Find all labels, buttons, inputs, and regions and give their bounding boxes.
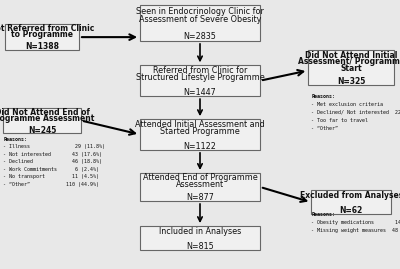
Text: Started Programme: Started Programme [160,127,240,136]
Text: Referred from Clinic for: Referred from Clinic for [153,66,247,75]
Text: - “Other”            110 (44.9%): - “Other” 110 (44.9%) [3,182,99,187]
Text: - Not interested       43 (17.6%): - Not interested 43 (17.6%) [3,152,102,157]
FancyBboxPatch shape [140,173,260,201]
Text: - Declined/ Not interested  227 (69.9%): - Declined/ Not interested 227 (69.9%) [311,110,400,115]
Text: Excluded from Analyses: Excluded from Analyses [300,191,400,200]
FancyBboxPatch shape [311,190,391,214]
Text: N=62: N=62 [340,206,363,215]
Text: Structured Lifestyle Programme: Structured Lifestyle Programme [136,73,264,82]
Text: Did Not Attend Initial: Did Not Attend Initial [305,51,397,60]
Text: N=245: N=245 [28,126,56,134]
Text: - Missing weight measures  48 (77.4%): - Missing weight measures 48 (77.4%) [311,228,400,233]
Text: - Work Commitments      6 (2.4%): - Work Commitments 6 (2.4%) [3,167,99,172]
FancyBboxPatch shape [308,50,394,85]
Text: Attended Initial Assessment and: Attended Initial Assessment and [135,120,265,129]
Text: N=1122: N=1122 [184,141,216,151]
Text: - Declined             46 (18.8%): - Declined 46 (18.8%) [3,159,102,164]
Text: N=325: N=325 [337,77,365,86]
Text: to Programme: to Programme [11,30,73,39]
FancyBboxPatch shape [140,226,260,250]
Text: - Obesity medications       14 (22.6%): - Obesity medications 14 (22.6%) [311,220,400,225]
Text: Start: Start [340,64,362,73]
Text: Reasons:: Reasons: [311,94,335,99]
Text: - Illness               29 (11.8%): - Illness 29 (11.8%) [3,144,105,149]
Text: Not Referred from Clinic: Not Referred from Clinic [0,24,95,33]
Text: - Met exclusion criteria      2 (0.6%): - Met exclusion criteria 2 (0.6%) [311,102,400,107]
Text: Attended End of Programme: Attended End of Programme [143,173,257,182]
FancyBboxPatch shape [140,5,260,41]
Text: N=1388: N=1388 [25,42,59,51]
Text: N=877: N=877 [186,193,214,202]
Text: - Too far to travel             11 (3.4%): - Too far to travel 11 (3.4%) [311,118,400,123]
Text: Reasons:: Reasons: [311,212,335,217]
Text: Did Not Attend End of: Did Not Attend End of [0,108,90,117]
FancyBboxPatch shape [3,108,81,133]
Text: Assessment of Severe Obesity: Assessment of Severe Obesity [139,15,261,24]
Text: N=2835: N=2835 [184,32,216,41]
Text: Seen in Endocrinology Clinic for: Seen in Endocrinology Clinic for [136,6,264,16]
FancyBboxPatch shape [5,24,79,50]
Text: Included in Analyses: Included in Analyses [159,227,241,236]
FancyBboxPatch shape [140,119,260,150]
FancyBboxPatch shape [140,65,260,96]
Text: Programme Assessment: Programme Assessment [0,114,94,123]
Text: N=1447: N=1447 [184,88,216,97]
Text: Reasons:: Reasons: [3,137,27,142]
Text: Assessment: Assessment [176,180,224,189]
Text: Assessment/ Programme: Assessment/ Programme [298,57,400,66]
Text: - “Other”                       85 (26.2%): - “Other” 85 (26.2%) [311,126,400,132]
Text: N=815: N=815 [186,242,214,251]
Text: - No transport         11 (4.5%): - No transport 11 (4.5%) [3,174,99,179]
